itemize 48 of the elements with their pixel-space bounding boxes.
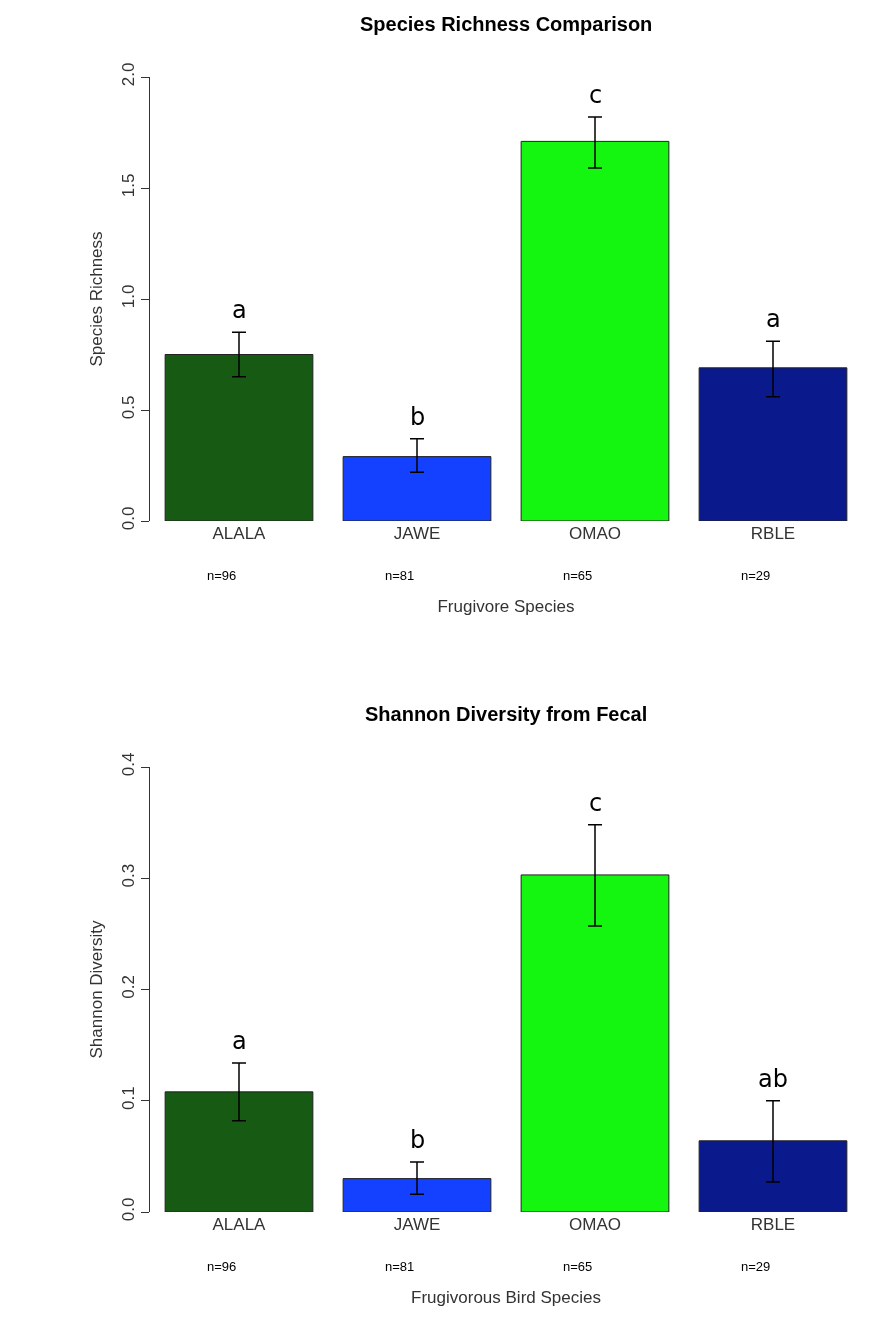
bar bbox=[342, 456, 492, 521]
y-axis-title: Species Richness bbox=[86, 231, 106, 367]
text: n=96 bbox=[207, 568, 237, 583]
x-axis-title: Frugivore Species bbox=[437, 597, 575, 617]
bar bbox=[520, 874, 670, 1212]
chart-title: Species Richness Comparison bbox=[360, 13, 653, 35]
y-tick-label: 1.5 bbox=[119, 173, 139, 198]
annotation: b bbox=[410, 1126, 426, 1154]
y-tick-label: 2.0 bbox=[119, 62, 139, 87]
text: n=29 bbox=[741, 1259, 771, 1274]
x-tick-label: RBLE bbox=[750, 1215, 796, 1234]
annotation: c bbox=[589, 81, 603, 109]
annotation: a bbox=[232, 1027, 247, 1055]
text: n=65 bbox=[563, 1259, 593, 1274]
y-tick-label: 0.0 bbox=[119, 506, 139, 531]
bar bbox=[698, 1140, 848, 1212]
text: n=29 bbox=[741, 568, 771, 583]
annotation: a bbox=[232, 296, 247, 324]
y-tick-label: 0.5 bbox=[119, 395, 139, 420]
x-tick-label: ALALA bbox=[212, 524, 267, 543]
y-tick-label: 0.3 bbox=[119, 863, 139, 888]
x-tick-label: OMAO bbox=[569, 1215, 621, 1234]
text: n=65 bbox=[563, 568, 593, 583]
y-axis-title: Shannon Diversity bbox=[86, 920, 106, 1059]
annotation: ab bbox=[758, 1065, 788, 1093]
bar bbox=[342, 1178, 492, 1212]
bar bbox=[698, 367, 848, 521]
annotation: b bbox=[410, 403, 426, 431]
y-tick-label: 0.1 bbox=[119, 1086, 139, 1111]
x-tick-label: ALALA bbox=[212, 1215, 267, 1234]
x-axis-title: Frugivorous Bird Species bbox=[411, 1288, 601, 1308]
y-tick-label: 1.0 bbox=[119, 284, 139, 309]
annotation: c bbox=[589, 789, 603, 817]
x-tick-label: JAWE bbox=[393, 1215, 441, 1234]
y-tick-label: 0.2 bbox=[119, 975, 139, 999]
bar bbox=[164, 354, 314, 521]
annotation: a bbox=[766, 305, 781, 333]
text: n=96 bbox=[207, 1259, 237, 1274]
text: n=81 bbox=[385, 568, 415, 583]
chart-title: Shannon Diversity from Fecal bbox=[365, 703, 648, 725]
bar bbox=[520, 140, 670, 521]
x-tick-label: JAWE bbox=[393, 524, 441, 543]
y-tick-label: 0.0 bbox=[119, 1197, 139, 1222]
bar bbox=[164, 1091, 314, 1212]
text: n=81 bbox=[385, 1259, 415, 1274]
x-tick-label: RBLE bbox=[750, 524, 796, 543]
y-tick-label: 0.4 bbox=[119, 752, 139, 777]
x-tick-label: OMAO bbox=[569, 524, 621, 543]
